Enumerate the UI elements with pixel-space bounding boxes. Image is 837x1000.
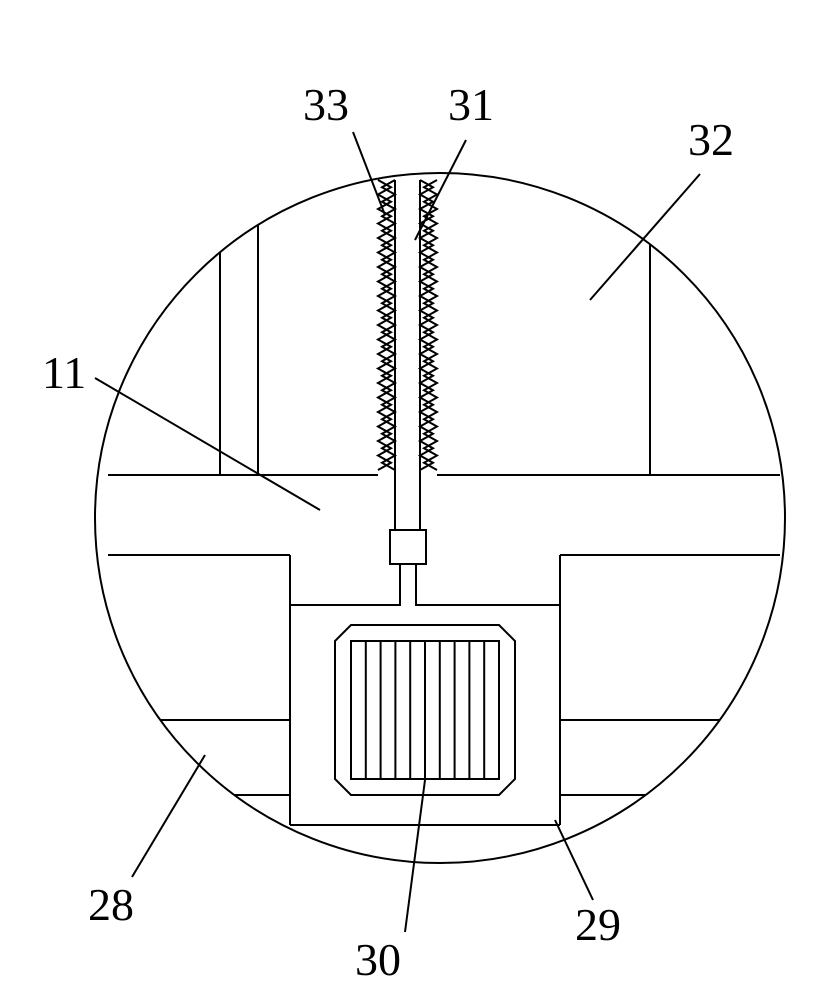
label-33: 33 (303, 79, 349, 130)
label-28: 28 (88, 879, 134, 930)
label-31: 31 (448, 79, 494, 130)
label-30: 30 (355, 934, 401, 985)
label-11: 11 (42, 347, 86, 398)
label-32: 32 (688, 114, 734, 165)
label-29: 29 (575, 899, 621, 950)
